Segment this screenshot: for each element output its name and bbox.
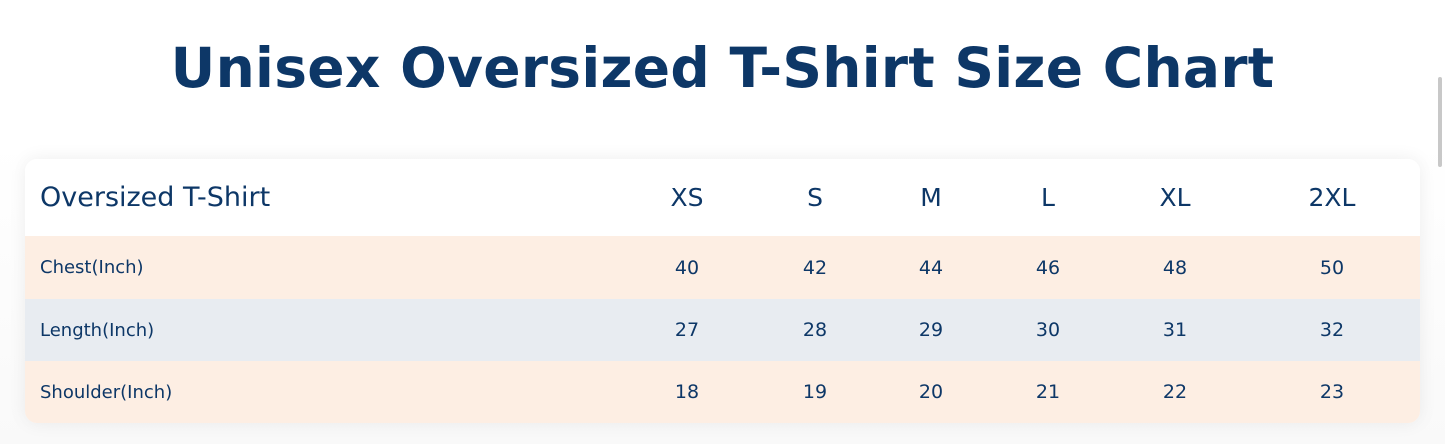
table-cell: 44 (918, 256, 944, 279)
table-cell: 32 (1319, 319, 1345, 341)
table-cell: 20 (918, 381, 944, 403)
table-cell: 29 (918, 319, 944, 341)
table-cell: 46 (1035, 256, 1061, 279)
table-cell: 30 (1035, 319, 1061, 341)
header-size-2xl: 2XL (1308, 183, 1356, 212)
table-cell: 19 (802, 381, 828, 403)
table-cell: 50 (1319, 256, 1345, 279)
table-cell: 18 (674, 381, 700, 403)
table-cell: 21 (1035, 381, 1061, 403)
header-size-l: L (1041, 183, 1055, 212)
table-cell: 31 (1162, 319, 1188, 341)
scrollbar-thumb[interactable] (1438, 77, 1442, 167)
page-title: Unisex Oversized T-Shirt Size Chart (170, 36, 1275, 100)
table-cell: 40 (674, 256, 700, 279)
table-row-shoulder: Shoulder(Inch) 18 19 20 21 22 23 (25, 361, 1420, 423)
table-row-chest: Chest(Inch) 40 42 44 46 48 50 (25, 236, 1420, 299)
table-cell: 48 (1162, 256, 1188, 279)
table-cell: 22 (1162, 381, 1188, 403)
row-label: Chest(Inch) (40, 257, 144, 278)
table-cell: 27 (674, 319, 700, 341)
size-table: Oversized T-Shirt XS S M L XL 2XL Chest(… (25, 159, 1420, 423)
header-size-xl: XL (1159, 183, 1191, 212)
table-cell: 42 (802, 256, 828, 279)
row-label: Shoulder(Inch) (40, 381, 173, 403)
row-label: Length(Inch) (40, 319, 155, 341)
header-size-m: M (920, 183, 942, 212)
header-label: Oversized T-Shirt (40, 182, 271, 213)
header-size-s: S (807, 183, 823, 212)
table-cell: 23 (1319, 381, 1345, 403)
table-cell: 28 (802, 319, 828, 341)
header-size-xs: XS (670, 183, 704, 212)
table-row-length: Length(Inch) 27 28 29 30 31 32 (25, 299, 1420, 361)
table-header-row: Oversized T-Shirt XS S M L XL 2XL (25, 159, 1420, 236)
